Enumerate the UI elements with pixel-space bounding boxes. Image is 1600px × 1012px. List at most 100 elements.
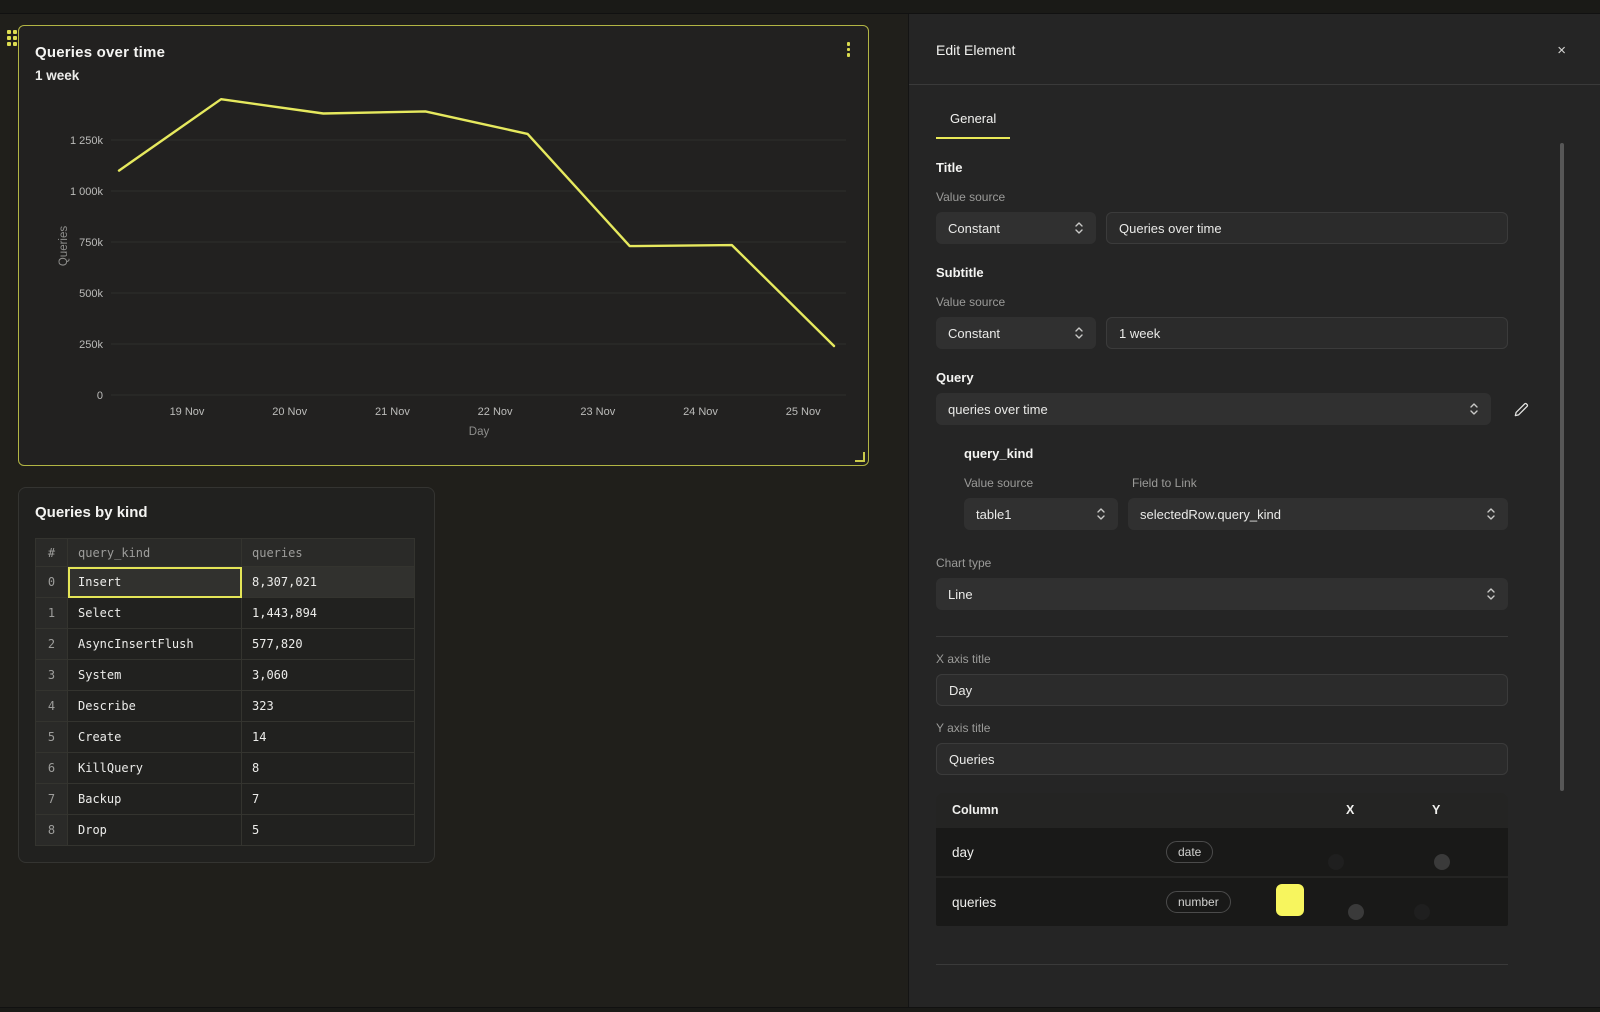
series-color-swatch[interactable]: [1276, 883, 1304, 916]
tab-bar: General: [936, 109, 1508, 139]
queries-value-cell[interactable]: 3,060: [241, 659, 415, 691]
query-kind-cell[interactable]: Backup: [67, 783, 242, 815]
subtitle-source-select[interactable]: Constant: [936, 317, 1096, 349]
field-to-link-label: Field to Link: [1132, 476, 1197, 490]
chart-type-label: Chart type: [936, 556, 992, 570]
table-row: 8 Drop 5: [35, 814, 415, 846]
close-icon[interactable]: ×: [1557, 42, 1566, 59]
y-axis-title-label: Y axis title: [936, 721, 991, 735]
chevron-updown-icon: [1075, 327, 1083, 339]
bottom-bar: [0, 1007, 1600, 1012]
y-axis-title: Queries: [58, 226, 70, 267]
queries-value-cell[interactable]: 1,443,894: [241, 597, 415, 629]
chevron-updown-icon: [1487, 508, 1495, 520]
kebab-menu-icon[interactable]: [844, 39, 854, 60]
field-to-link-select[interactable]: selectedRow.query_kind: [1128, 498, 1508, 530]
title-source-select[interactable]: Constant: [936, 212, 1096, 244]
queries-value-cell[interactable]: 577,820: [241, 628, 415, 660]
columns-header-x: X: [1346, 803, 1355, 817]
columns-mapping-table: Column X Y day date queries number: [936, 793, 1508, 926]
table-header-row: # query_kind queries: [35, 538, 415, 567]
col-header-query-kind: query_kind: [67, 538, 242, 567]
x-tick-label: 19 Nov: [170, 406, 205, 418]
edit-element-panel: Edit Element × General Title Value sourc…: [908, 14, 1600, 1007]
subtitle-section-label: Subtitle: [936, 265, 984, 280]
queries-by-kind-table: # query_kind queries 0 Insert 8,307,021 1 Se…: [35, 538, 415, 846]
panel-title: Edit Element: [936, 42, 1016, 58]
query-select[interactable]: queries over time: [936, 393, 1491, 425]
panel-body: General Title Value source Constant Quer…: [909, 109, 1600, 965]
queries-value-cell[interactable]: 14: [241, 721, 415, 753]
x-tick-label: 24 Nov: [683, 406, 718, 418]
chevron-updown-icon: [1470, 403, 1478, 415]
y-axis-title-input[interactable]: Queries: [936, 743, 1508, 775]
column-name: queries: [952, 894, 997, 910]
dashboard-canvas: Queries over time 1 week 1 250k 1 000k 750…: [0, 14, 908, 1007]
row-index-cell: 7: [35, 783, 68, 815]
y-tick-label: 0: [97, 390, 103, 402]
table-row: 6 KillQuery 8: [35, 752, 415, 784]
y-tick-label: 750k: [79, 237, 103, 249]
chart-type-select[interactable]: Line: [936, 578, 1508, 610]
row-index-cell: 1: [35, 597, 68, 629]
y-tick-label: 250k: [79, 339, 103, 351]
query-kind-value-source-label: Value source: [964, 476, 1034, 490]
chart-subtitle: 1 week: [35, 68, 80, 83]
x-axis-title-input[interactable]: Day: [936, 674, 1508, 706]
subtitle-value-input[interactable]: 1 week: [1106, 317, 1508, 349]
tab-general[interactable]: General: [936, 109, 1011, 139]
queries-value-cell[interactable]: 323: [241, 690, 415, 722]
x-tick-label: 25 Nov: [786, 406, 821, 418]
x-axis-title: Day: [469, 426, 490, 438]
query-kind-source-select[interactable]: table1: [964, 498, 1118, 530]
x-axis-title-label: X axis title: [936, 652, 991, 666]
panel-scrollbar[interactable]: [1560, 143, 1564, 791]
col-header-queries: queries: [241, 538, 415, 567]
table-title: Queries by kind: [35, 504, 148, 521]
columns-header-y: Y: [1432, 803, 1441, 817]
columns-header-column: Column: [952, 803, 999, 817]
query-kind-cell[interactable]: Describe: [67, 690, 242, 722]
chevron-updown-icon: [1075, 222, 1083, 234]
table-element-card[interactable]: Queries by kind # query_kind queries 0 In…: [18, 487, 435, 863]
x-tick-label: 21 Nov: [375, 406, 410, 418]
x-tick-label: 22 Nov: [478, 406, 513, 418]
title-section-label: Title: [936, 160, 963, 175]
table-row: 3 System 3,060: [35, 659, 415, 691]
x-tick-label: 20 Nov: [272, 406, 307, 418]
query-kind-cell[interactable]: Create: [67, 721, 242, 753]
subtitle-value-source-label: Value source: [936, 295, 1006, 309]
table-row: 2 AsyncInsertFlush 577,820: [35, 628, 415, 660]
drag-handle-icon[interactable]: [7, 30, 17, 46]
query-kind-cell[interactable]: Drop: [67, 814, 242, 846]
table-row: 0 Insert 8,307,021: [35, 566, 415, 598]
query-kind-section-label: query_kind: [964, 446, 1034, 461]
line-series: [117, 97, 836, 348]
row-index-cell: 2: [35, 628, 68, 660]
query-kind-cell[interactable]: Insert: [67, 566, 242, 598]
queries-value-cell[interactable]: 5: [241, 814, 415, 846]
queries-value-cell[interactable]: 8,307,021: [241, 566, 415, 598]
column-mapping-row: queries number: [936, 878, 1508, 926]
query-kind-cell[interactable]: System: [67, 659, 242, 691]
chart-element-card[interactable]: Queries over time 1 week 1 250k 1 000k 750…: [18, 25, 869, 466]
chevron-updown-icon: [1487, 588, 1495, 600]
edit-query-pencil-icon[interactable]: [1509, 397, 1534, 422]
section-divider: [936, 636, 1508, 637]
columns-rows: day date queries number: [936, 828, 1508, 926]
query-kind-cell[interactable]: KillQuery: [67, 752, 242, 784]
row-index-cell: 4: [35, 690, 68, 722]
top-bar: [0, 0, 1600, 14]
section-divider: [936, 964, 1508, 965]
resize-handle[interactable]: [855, 452, 865, 462]
title-value-input[interactable]: Queries over time: [1106, 212, 1508, 244]
queries-value-cell[interactable]: 8: [241, 752, 415, 784]
columns-header-row: Column X Y: [936, 793, 1508, 826]
queries-value-cell[interactable]: 7: [241, 783, 415, 815]
x-tick-label: 23 Nov: [580, 406, 615, 418]
query-kind-cell[interactable]: AsyncInsertFlush: [67, 628, 242, 660]
query-kind-cell[interactable]: Select: [67, 597, 242, 629]
table-body: 0 Insert 8,307,021 1 Select 1,443,894 2 AsyncIn…: [35, 566, 415, 846]
y-tick-label: 1 000k: [70, 186, 104, 198]
